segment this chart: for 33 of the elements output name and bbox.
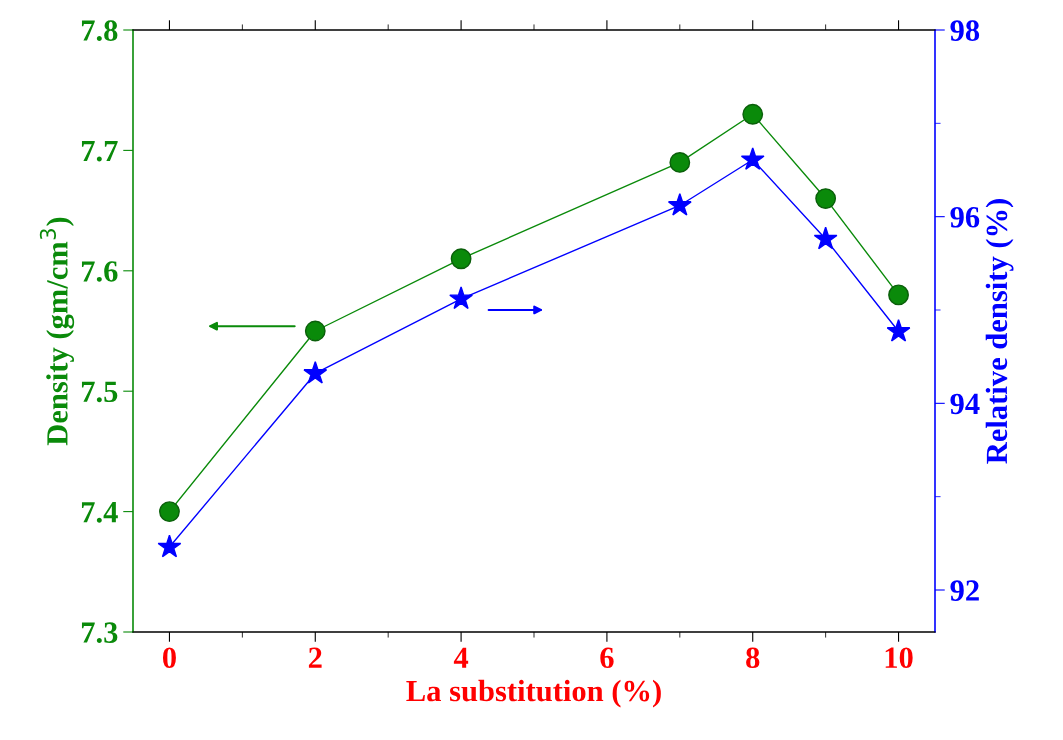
y-tick-label: 7.5 bbox=[81, 381, 118, 403]
y2-tick-label: 92 bbox=[950, 580, 979, 601]
point bbox=[886, 318, 911, 342]
point bbox=[450, 248, 472, 270]
x-axis-title: La substitution (%) bbox=[406, 679, 661, 708]
y-tick-label: 7.3 bbox=[81, 622, 118, 644]
point bbox=[888, 284, 909, 306]
point bbox=[159, 501, 180, 523]
y-axis-title: Density (gm/cm$^{3}$) bbox=[39, 217, 75, 446]
x-tick-label: 4 bbox=[453, 647, 469, 668]
x-tick-label: 6 bbox=[600, 647, 614, 669]
y2-tick-label: 94 bbox=[950, 393, 980, 415]
y2-axis-title: Relative density (%) bbox=[985, 199, 1014, 464]
point bbox=[303, 360, 328, 384]
point bbox=[815, 188, 837, 209]
point bbox=[157, 534, 182, 558]
y-tick-label: 7.7 bbox=[81, 140, 118, 162]
x-tick-label: 2 bbox=[308, 647, 322, 668]
point bbox=[813, 226, 838, 250]
x-tick-label: 10 bbox=[885, 647, 913, 669]
x-tick-label: 8 bbox=[746, 647, 760, 669]
y-tick-label: 7.8 bbox=[81, 20, 118, 42]
point bbox=[449, 286, 474, 310]
y2-tick-label: 98 bbox=[950, 20, 980, 41]
point bbox=[304, 320, 326, 342]
y2-tick-label: 96 bbox=[950, 207, 980, 228]
point bbox=[742, 103, 764, 125]
x-tick-label: 0 bbox=[162, 647, 176, 669]
point bbox=[669, 152, 691, 173]
point bbox=[667, 192, 692, 216]
y-tick-label: 7.4 bbox=[81, 502, 118, 523]
y-tick-label: 7.6 bbox=[81, 261, 118, 282]
point bbox=[740, 147, 765, 170]
